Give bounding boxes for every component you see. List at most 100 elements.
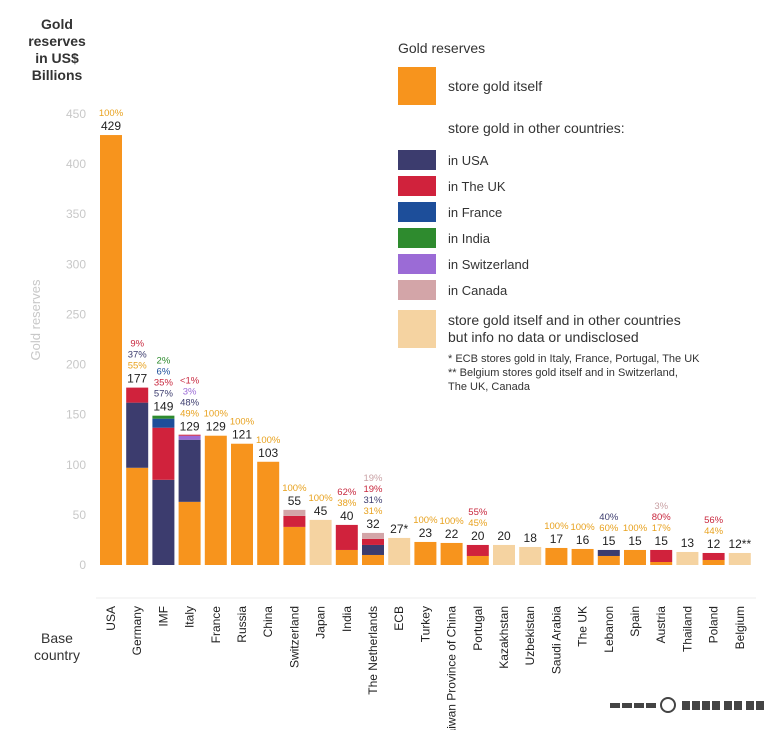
legend-label-itself: store gold itself [448,78,543,94]
y-axis-title: Gold reserves in US$ Billions [22,16,92,84]
legend-item-canada: in Canada [398,280,768,300]
percent-label: 100% [282,483,307,494]
legend-label-france: in France [448,204,503,220]
bar-segment-itself [414,541,437,565]
bar-segment-itself [571,548,594,565]
category-label: Belgium [733,606,747,649]
bar-segment-uk [152,427,175,480]
category-label: The UK [576,606,590,647]
bar-segment-france [152,418,175,428]
percent-label: 100% [439,516,464,527]
bar-segment-itself [545,547,568,565]
y-tick-label: 300 [66,257,86,271]
bar-segment-usa [178,439,201,502]
legend-swatch-itself [398,67,436,105]
y-title-line: reserves [28,33,86,49]
percent-label: 35% [154,378,174,389]
legend-undisclosed-line1: store gold itself and in other countries [448,312,681,328]
percent-label: 55% [128,361,148,372]
value-label: 129 [180,420,200,434]
legend-label-india: in India [448,230,490,246]
y-tick-label: 350 [66,207,86,221]
percent-label: 60% [599,523,619,534]
legend-swatch-canada [398,280,436,300]
value-label: 16 [576,533,590,547]
base-country-label: Base country [22,630,92,664]
legend-item-france: in France [398,202,768,222]
base-country-line: Base [41,630,73,646]
percent-label: 56% [704,515,724,526]
category-label: The Netherlands [366,606,380,695]
category-label: Uzbekistan [523,606,537,665]
percent-label: 100% [308,493,333,504]
category-label: Poland [707,606,721,643]
legend-item-uk: in The UK [398,176,768,196]
bar-segment-itself [466,555,489,565]
value-label: 32 [366,517,380,531]
percent-label: 9% [130,339,144,350]
category-label: India [340,606,354,632]
bar-segment-uk [362,538,384,545]
bar-segment-canada [283,509,306,516]
legend-swatch-undisclosed [398,310,436,348]
bar-segment-itself [126,467,149,565]
legend-undisclosed-line2: but info no data or undisclosed [448,329,639,345]
category-label: Saudi Arabia [549,606,563,674]
legend-title: Gold reserves [398,40,486,56]
bar-segment-undisclosed [519,546,542,565]
y-tick-label: 50 [73,508,87,522]
bar-segment-itself [650,561,673,565]
percent-label: 6% [157,367,171,378]
category-label: China [261,606,275,638]
y-tick-label: 250 [66,307,86,321]
legend-item-itself: store gold itself [398,66,768,106]
y-tick-label: 200 [66,358,86,372]
percent-label: 100% [544,521,569,532]
percent-label: 100% [570,522,595,533]
bar-segment-uk [283,515,306,527]
bar-segment-uk [126,387,149,403]
category-label: USA [104,606,118,631]
percent-label: 3% [654,501,668,512]
value-label: 20 [497,529,511,543]
value-label: 40 [340,509,354,523]
percent-label: 37% [128,350,148,361]
category-label: Switzerland [287,606,301,668]
value-label: 129 [206,420,226,434]
percent-label: 49% [180,409,200,420]
percent-label: 62% [337,487,357,498]
y-axis-label: Gold reserves [28,279,43,360]
category-label: Spain [628,606,642,637]
percent-label: 3% [183,387,197,398]
y-tick-label: 150 [66,408,86,422]
bar-segment-itself [624,549,646,565]
category-label: Austria [654,606,668,644]
value-label: 23 [419,526,433,540]
percent-label: 19% [363,484,383,495]
value-label: 149 [153,400,173,414]
percent-label: 100% [230,417,255,428]
base-country-line: country [34,647,80,663]
bar-segment-uk [466,544,489,556]
bar-segment-undisclosed [728,552,751,565]
bar-segment-undisclosed [388,537,411,565]
value-label: 177 [127,372,147,386]
value-label: 121 [232,428,252,442]
percent-label: 19% [363,473,383,484]
category-label: Turkey [418,606,432,642]
bar-segment-uk [178,434,201,436]
value-label: 17 [550,532,564,546]
value-label: 18 [524,531,538,545]
percent-label: 40% [599,512,619,523]
bar-segment-usa [597,549,620,556]
legend-swatch-uk [398,176,436,196]
bar-segment-undisclosed [309,519,332,565]
legend-note-belgium-cont: The UK, Canada [448,381,530,393]
legend-note-ecb: * ECB stores gold in Italy, France, Port… [448,353,700,365]
legend-swatch-france [398,202,436,222]
bar-segment-itself [597,555,620,565]
bar-segment-canada [362,532,384,539]
percent-label: 57% [154,389,174,400]
percent-label: 44% [704,526,724,537]
